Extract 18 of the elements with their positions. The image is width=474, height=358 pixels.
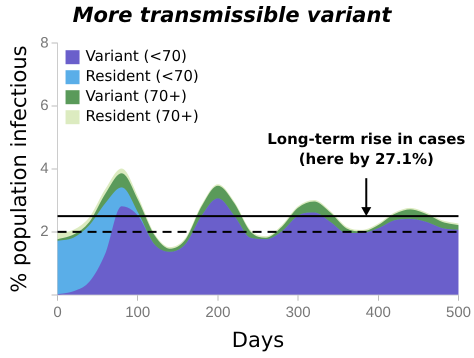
legend-label: Resident (<70) (86, 67, 199, 86)
x-tick-label: 100 (125, 304, 150, 321)
legend-label: Resident (70+) (86, 107, 199, 126)
x-tick-label: 200 (205, 304, 230, 321)
chart-title: More transmissible variant (72, 3, 392, 28)
x-tick-label: 0 (53, 304, 62, 321)
y-tick-label: 6 (40, 97, 49, 114)
y-tick-label: 8 (40, 34, 49, 52)
y-tick-label: 4 (40, 160, 49, 178)
x-tick-label: 500 (446, 304, 471, 321)
legend-label: Variant (<70) (86, 47, 187, 66)
x-tick-label: 300 (286, 304, 311, 321)
y-tick-label: 2 (40, 223, 49, 240)
annotation: Long-term rise in cases (here by 27.1%) (267, 130, 466, 168)
x-tick-label: 400 (366, 304, 391, 321)
legend-label: Variant (70+) (86, 87, 187, 106)
x-axis-title: Days (232, 328, 284, 352)
y-axis-title: % population infectious (7, 45, 32, 293)
